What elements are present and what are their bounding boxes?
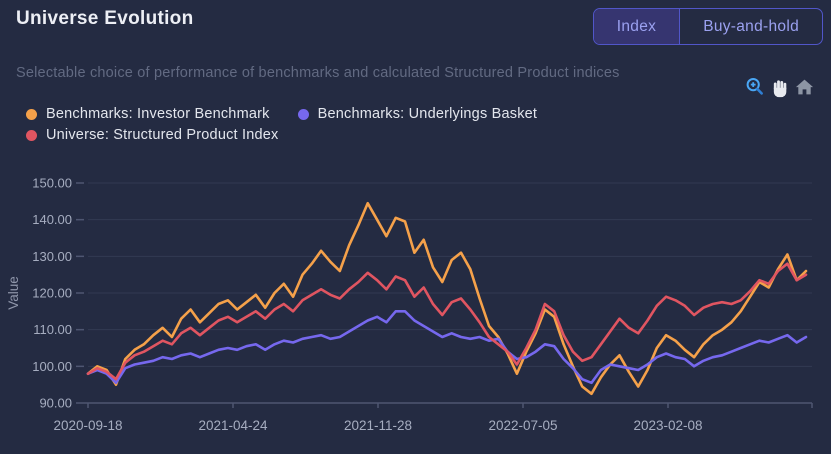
- x-tick-label: 2020-09-18: [53, 418, 122, 433]
- y-tick-label: 120.00: [32, 286, 72, 301]
- y-tick-label: 100.00: [32, 359, 72, 374]
- series-line-1[interactable]: [86, 309, 808, 385]
- y-tick-label: 110.00: [33, 322, 72, 337]
- index-buyandhold-toggle: Index Buy-and-hold: [592, 8, 823, 45]
- y-tick-label: 130.00: [32, 249, 72, 264]
- legend-label: Universe: Structured Product Index: [46, 127, 279, 143]
- y-axis-title: Value: [6, 276, 21, 310]
- legend-item-investor-benchmark[interactable]: Benchmarks: Investor Benchmark: [26, 106, 270, 122]
- legend-dot-orange: [26, 108, 37, 120]
- pan-icon[interactable]: [769, 76, 790, 98]
- legend-item-structured-product-index[interactable]: Universe: Structured Product Index: [26, 127, 278, 143]
- legend-dot-red: [26, 129, 37, 141]
- page-subtitle: Selectable choice of performance of benc…: [16, 65, 620, 81]
- y-tick-label: 150.00: [32, 176, 72, 191]
- chart-legend: Benchmarks: Investor Benchmark Benchmark…: [26, 106, 666, 143]
- buy-and-hold-tab-button[interactable]: Buy-and-hold: [679, 9, 822, 44]
- series-line-2[interactable]: [86, 262, 808, 381]
- legend-label: Benchmarks: Investor Benchmark: [46, 106, 270, 122]
- x-tick-label: 2022-07-05: [488, 418, 557, 433]
- x-tick-label: 2021-04-24: [198, 418, 268, 433]
- x-tick-label: 2023-02-08: [633, 418, 702, 433]
- legend-label: Benchmarks: Underlyings Basket: [317, 106, 538, 122]
- legend-dot-purple: [297, 108, 309, 120]
- series-line-0[interactable]: [86, 201, 808, 396]
- index-tab-button[interactable]: Index: [593, 9, 680, 44]
- y-tick-label: 140.00: [32, 212, 72, 227]
- zoom-in-icon[interactable]: [744, 76, 765, 98]
- page-title: Universe Evolution: [16, 8, 194, 29]
- legend-item-underlyings-basket[interactable]: Benchmarks: Underlyings Basket: [297, 106, 538, 122]
- y-tick-label: 90.00: [39, 396, 72, 411]
- x-tick-label: 2021-11-28: [344, 418, 412, 433]
- chart-toolbar: [744, 76, 815, 98]
- home-icon[interactable]: [794, 76, 815, 98]
